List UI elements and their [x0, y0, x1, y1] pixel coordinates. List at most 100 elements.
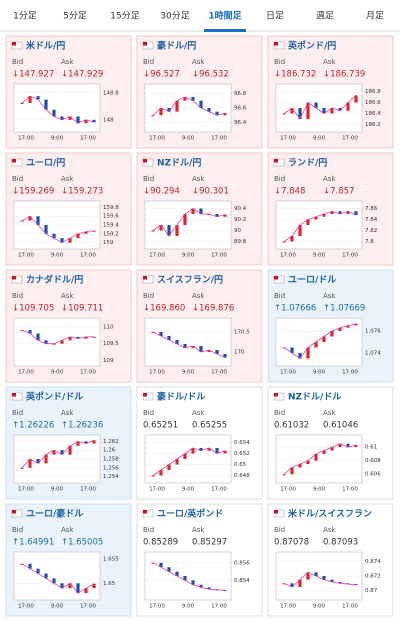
candle — [346, 102, 350, 111]
candle — [175, 100, 179, 112]
y-tick-label: 7.82 — [365, 228, 377, 234]
candle — [183, 97, 187, 101]
chart-area — [275, 434, 363, 484]
bid-label: Bid — [274, 58, 285, 66]
ask-label: Ask — [192, 292, 205, 300]
close-line — [21, 329, 95, 345]
bid-label: Bid — [12, 175, 23, 183]
candle — [92, 583, 96, 589]
ask-value: 0.61046 — [323, 421, 358, 431]
y-tick-label: 0.654 — [234, 440, 250, 446]
candle — [199, 584, 203, 588]
tab[interactable]: 週足 — [316, 11, 334, 22]
candle — [44, 225, 48, 234]
y-tick-label: 7.86 — [365, 206, 378, 212]
tab[interactable]: 5分足 — [63, 11, 87, 22]
candle — [199, 346, 203, 352]
y-tick-label: 96.8 — [234, 91, 247, 97]
pair-name: 豪ドル/ドル — [157, 391, 205, 403]
y-tick-label: 1.26 — [103, 448, 116, 454]
candle — [330, 211, 334, 214]
x-tick-label: 9:00 — [51, 370, 64, 376]
candle — [76, 116, 80, 124]
x-tick-label: 17:00 — [211, 370, 227, 376]
y-tick-label: 7.84 — [365, 217, 378, 223]
x-tick-label: 9:00 — [182, 604, 195, 610]
flag-mark — [12, 159, 16, 163]
candle — [322, 214, 326, 217]
pair-name: 米ドル/円 — [25, 40, 65, 52]
candle — [199, 100, 203, 108]
tab[interactable]: 30分足 — [160, 11, 189, 22]
candle — [215, 214, 219, 217]
close-line — [283, 443, 357, 475]
candle — [298, 579, 302, 587]
candle — [84, 119, 88, 124]
candle — [92, 336, 96, 338]
candle — [330, 447, 334, 451]
pair-name: NZドル/円 — [157, 158, 201, 169]
candle — [36, 216, 40, 225]
tab[interactable]: 15分足 — [110, 11, 139, 22]
candle — [167, 108, 171, 112]
candle — [207, 587, 211, 590]
tab[interactable]: 1時間足 — [208, 10, 242, 22]
candle — [28, 563, 32, 569]
y-tick-label: 0.65 — [234, 462, 247, 468]
y-tick-label: 109.5 — [103, 341, 119, 347]
y-tick-label: 1.655 — [103, 556, 119, 562]
tab[interactable]: 月足 — [366, 11, 384, 22]
candle — [159, 562, 163, 568]
close-line — [21, 95, 95, 124]
bid-label: Bid — [12, 292, 23, 300]
candle — [151, 115, 155, 117]
close-line — [283, 95, 357, 120]
close-line — [283, 323, 357, 360]
candle — [191, 208, 195, 214]
bid-value: ↓159.269 — [12, 187, 54, 197]
candle — [92, 119, 96, 123]
chart-area — [13, 83, 101, 133]
candle — [167, 464, 171, 470]
y-tick-label: 96.6 — [234, 106, 247, 112]
bid-value: 0.87078 — [274, 538, 309, 548]
candle — [84, 588, 88, 594]
candle — [76, 441, 80, 446]
pair-name: NZドル/ドル — [288, 392, 341, 403]
candle — [159, 470, 163, 476]
candle — [52, 343, 56, 345]
x-tick-label: 17:00 — [280, 370, 296, 376]
y-tick-label: 0.874 — [365, 559, 381, 565]
candle — [52, 450, 56, 455]
pair-name: 米ドル/スイスフラン — [287, 508, 372, 520]
pair-name: ランド/円 — [288, 158, 327, 169]
candle — [60, 583, 64, 589]
candle — [346, 211, 350, 214]
pair-name: カナダドル/円 — [26, 274, 83, 286]
tab[interactable]: 1分足 — [13, 11, 37, 22]
tab[interactable]: 日足 — [266, 11, 284, 22]
y-tick-label: 110 — [103, 324, 114, 330]
candle — [338, 443, 342, 448]
ask-value: ↓169.876 — [192, 304, 234, 314]
bid-label: Bid — [143, 409, 154, 417]
x-tick-label: 17:00 — [342, 253, 358, 259]
bid-value: ↓147.927 — [12, 70, 54, 80]
y-tick-label: 186.6 — [365, 100, 381, 106]
candle — [191, 448, 195, 454]
